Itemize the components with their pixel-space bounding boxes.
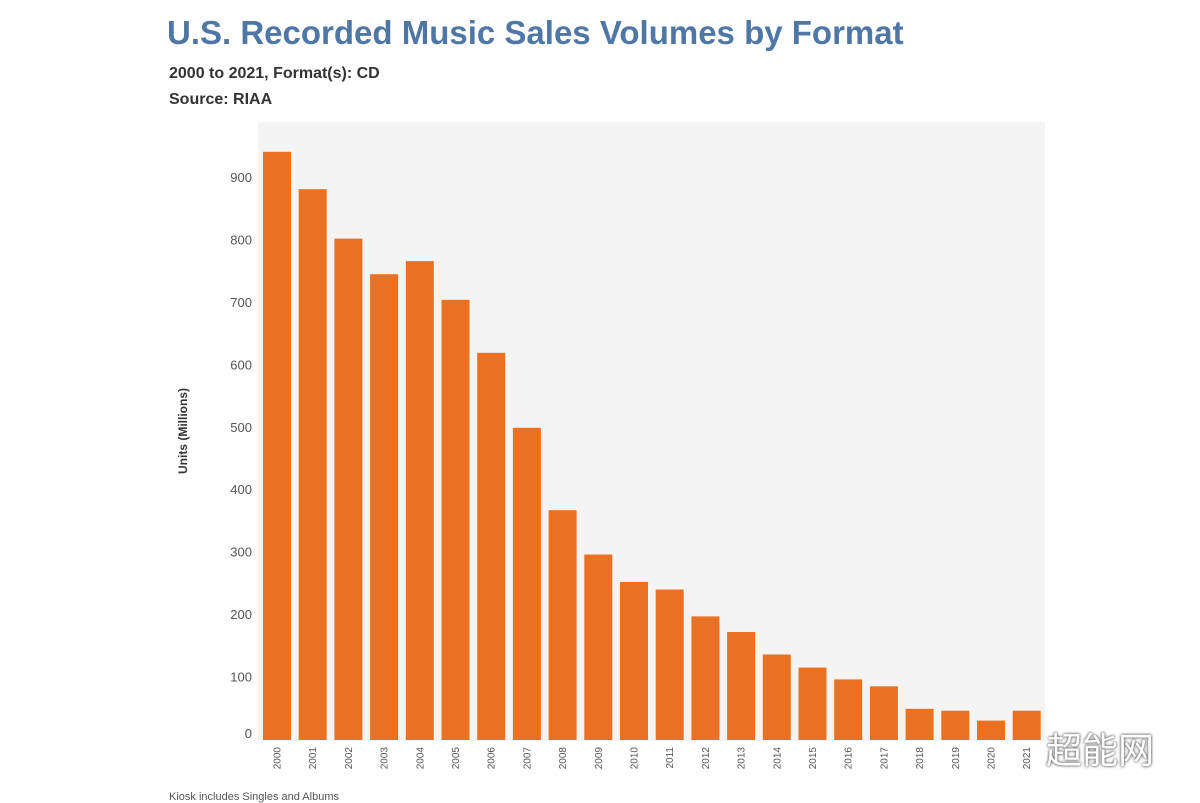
bar-2000 bbox=[263, 151, 291, 741]
bar-2008 bbox=[548, 510, 577, 740]
x-tick-label: 2003 bbox=[380, 747, 391, 770]
bar-2019 bbox=[941, 710, 970, 740]
bar-2016 bbox=[834, 679, 863, 740]
x-tick-label: 2008 bbox=[558, 747, 569, 770]
bars bbox=[263, 151, 1041, 741]
bar-2012 bbox=[691, 616, 720, 740]
chart-subtitle: 2000 to 2021, Format(s): CD bbox=[169, 65, 380, 82]
bar-2007 bbox=[512, 427, 541, 740]
bar-2001 bbox=[298, 189, 327, 740]
x-tick-label: 2020 bbox=[987, 747, 998, 770]
bar-2014 bbox=[762, 654, 791, 740]
x-tick-label: 2012 bbox=[701, 747, 712, 770]
bar-2021 bbox=[1012, 710, 1041, 740]
x-tick-label: 2015 bbox=[808, 747, 819, 770]
x-tick-label: 2017 bbox=[879, 747, 890, 770]
bar-2010 bbox=[620, 582, 648, 740]
x-tick-label: 2005 bbox=[451, 747, 462, 770]
bar-2002 bbox=[334, 238, 363, 740]
x-tick-label: 2016 bbox=[844, 747, 855, 770]
y-tick-label: 400 bbox=[230, 482, 252, 497]
bar-2006 bbox=[477, 352, 506, 740]
chart-source: Source: RIAA bbox=[169, 91, 273, 108]
y-tick-label: 800 bbox=[230, 232, 252, 247]
x-tick-label: 2010 bbox=[630, 747, 641, 770]
bar-2020 bbox=[977, 720, 1005, 740]
bar-2017 bbox=[869, 686, 898, 740]
bar-2005 bbox=[441, 299, 470, 740]
y-tick-label: 900 bbox=[230, 170, 252, 185]
bar-2015 bbox=[798, 667, 827, 740]
x-tick-label: 2014 bbox=[772, 747, 783, 770]
x-tick-label: 2006 bbox=[487, 747, 498, 770]
x-tick-label: 2021 bbox=[1022, 747, 1033, 770]
x-tick-label: 2013 bbox=[737, 747, 748, 770]
x-tick-label: 2004 bbox=[415, 747, 426, 770]
y-tick-label: 500 bbox=[230, 420, 252, 435]
x-tick-label: 2019 bbox=[951, 747, 962, 770]
y-axis-title: Units (Millions) bbox=[176, 388, 190, 474]
y-tick-label: 0 bbox=[245, 726, 252, 741]
y-tick-label: 100 bbox=[230, 670, 252, 685]
x-tick-label: 2002 bbox=[344, 747, 355, 770]
x-tick-label: 2011 bbox=[665, 747, 676, 769]
y-tick-label: 300 bbox=[230, 545, 252, 560]
watermark: 超能网 bbox=[1046, 731, 1155, 772]
y-axis-ticks: 0 100 200 300 400 500 600 700 800 900 bbox=[230, 170, 252, 741]
bar-2009 bbox=[584, 554, 613, 740]
x-tick-label: 2018 bbox=[915, 747, 926, 770]
x-tick-label: 2001 bbox=[308, 747, 319, 770]
x-tick-label: 2009 bbox=[594, 747, 605, 770]
bar-2003 bbox=[370, 274, 399, 740]
bar-2011 bbox=[655, 589, 684, 740]
footnote: Kiosk includes Singles and Albums bbox=[169, 791, 339, 803]
bar-2004 bbox=[405, 261, 434, 740]
x-tick-label: 2007 bbox=[522, 747, 533, 770]
y-tick-label: 200 bbox=[230, 607, 252, 622]
chart-title: U.S. Recorded Music Sales Volumes by For… bbox=[167, 14, 904, 51]
bar-2018 bbox=[905, 708, 934, 740]
bar-2013 bbox=[727, 632, 756, 740]
x-axis-ticks: 2000 2001 2002 2003 2004 2005 2006 2007 2008 2009… bbox=[273, 747, 1034, 770]
y-tick-label: 700 bbox=[230, 295, 252, 310]
y-tick-label: 600 bbox=[230, 357, 252, 372]
x-tick-label: 2000 bbox=[273, 747, 284, 770]
